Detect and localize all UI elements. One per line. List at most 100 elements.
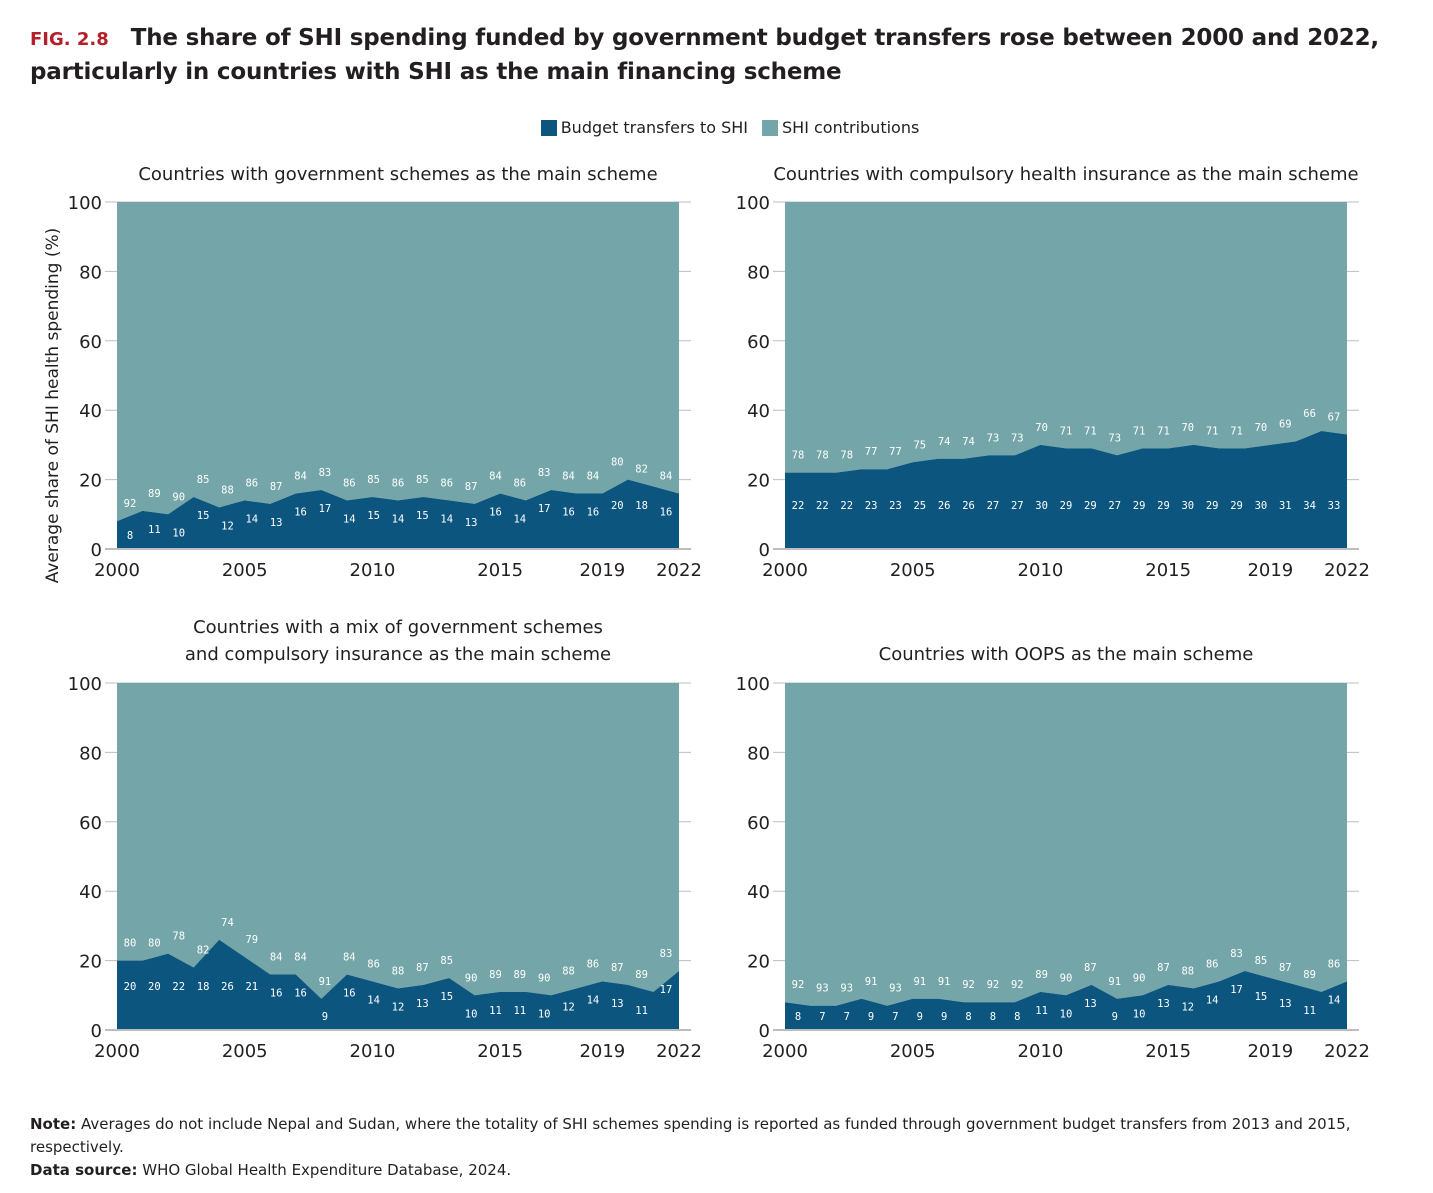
x-tick-label: 2005 [222, 560, 268, 581]
data-label-contributions: 77 [889, 446, 902, 458]
data-label-contributions: 83 [538, 467, 551, 479]
panel-title: Countries with a mix of government schem… [193, 617, 603, 638]
data-label-budget: 16 [562, 506, 575, 518]
data-label-budget: 34 [1303, 500, 1316, 512]
x-tick-label: 2019 [1247, 560, 1293, 581]
data-label-contributions: 87 [1084, 962, 1097, 974]
data-label-budget: 13 [1084, 998, 1097, 1010]
data-label-contributions: 84 [294, 951, 307, 963]
data-label-budget: 10 [1133, 1008, 1146, 1020]
x-tick-label: 2019 [579, 560, 625, 581]
legend-item-budget-transfers: Budget transfers to SHI [540, 118, 748, 137]
y-tick-label: 80 [79, 743, 102, 764]
data-label-budget: 17 [1230, 984, 1243, 996]
x-tick-label: 2019 [1247, 1041, 1293, 1062]
data-label-budget: 9 [941, 1011, 947, 1023]
data-label-budget: 26 [938, 500, 951, 512]
y-tick-label: 0 [91, 540, 102, 561]
data-label-contributions: 86 [367, 958, 380, 970]
x-tick-label: 2015 [1145, 560, 1191, 581]
data-label-budget: 11 [148, 524, 161, 536]
data-label-budget: 23 [865, 500, 878, 512]
data-label-budget: 15 [367, 510, 380, 522]
y-tick-label: 0 [759, 540, 770, 561]
data-label-budget: 8 [795, 1011, 801, 1023]
data-label-budget: 15 [1255, 991, 1268, 1003]
data-label-contributions: 92 [987, 979, 1000, 991]
data-label-contributions: 71 [1230, 425, 1243, 437]
area-budget-transfers [785, 431, 1347, 549]
data-label-contributions: 87 [1157, 962, 1170, 974]
x-tick-label: 2000 [762, 1041, 808, 1062]
data-label-contributions: 85 [367, 474, 380, 486]
y-tick-label: 60 [747, 332, 770, 353]
note: Note: Averages do not include Nepal and … [30, 1113, 1410, 1159]
data-label-contributions: 92 [792, 979, 805, 991]
data-label-budget: 9 [1112, 1011, 1118, 1023]
data-label-contributions: 85 [416, 474, 429, 486]
data-label-budget: 23 [889, 500, 902, 512]
data-label-contributions: 78 [172, 931, 185, 943]
data-label-budget: 14 [1206, 994, 1219, 1006]
data-label-budget: 26 [221, 981, 234, 993]
data-label-contributions: 86 [440, 477, 453, 489]
data-label-contributions: 90 [1133, 972, 1146, 984]
y-tick-label: 60 [79, 813, 102, 834]
data-label-contributions: 74 [938, 436, 951, 448]
data-label-budget: 12 [221, 520, 234, 532]
x-tick-label: 2022 [656, 560, 702, 581]
x-tick-label: 2010 [350, 1041, 396, 1062]
chart-panel-4: Countries with OOPS as the main scheme02… [736, 644, 1370, 1062]
x-tick-label: 2022 [1324, 1041, 1370, 1062]
data-label-contributions: 84 [562, 470, 575, 482]
data-label-contributions: 90 [172, 491, 185, 503]
data-label-contributions: 90 [1060, 972, 1073, 984]
data-label-budget: 20 [611, 500, 624, 512]
data-label-contributions: 93 [889, 983, 902, 995]
y-tick-label: 20 [79, 471, 102, 492]
source-label: Data source: [30, 1161, 138, 1179]
figure-title: FIG. 2.8 The share of SHI spending funded… [30, 22, 1420, 88]
data-label-contributions: 80 [611, 457, 624, 469]
data-label-budget: 11 [489, 1005, 502, 1017]
data-label-budget: 8 [965, 1011, 971, 1023]
legend: Budget transfers to SHI SHI contribution… [0, 118, 1433, 137]
data-label-budget: 16 [587, 506, 600, 518]
data-label-contributions: 83 [319, 467, 332, 479]
data-label-budget: 11 [635, 1005, 648, 1017]
data-label-contributions: 82 [635, 464, 648, 476]
data-label-budget: 29 [1157, 500, 1170, 512]
data-label-contributions: 84 [343, 951, 356, 963]
data-label-contributions: 93 [816, 983, 829, 995]
data-label-budget: 22 [172, 981, 185, 993]
data-label-budget: 30 [1035, 500, 1048, 512]
data-label-contributions: 71 [1133, 425, 1146, 437]
data-label-budget: 8 [990, 1011, 996, 1023]
y-tick-label: 60 [747, 813, 770, 834]
y-tick-label: 80 [747, 743, 770, 764]
data-label-contributions: 92 [1011, 979, 1024, 991]
y-tick-label: 100 [68, 674, 102, 695]
data-label-budget: 27 [987, 500, 1000, 512]
data-label-contributions: 86 [1206, 958, 1219, 970]
chart-panel-3: Countries with a mix of government schem… [68, 617, 702, 1062]
data-label-contributions: 86 [343, 477, 356, 489]
x-tick-label: 2005 [222, 1041, 268, 1062]
data-label-contributions: 87 [611, 962, 624, 974]
data-label-contributions: 91 [1108, 976, 1121, 988]
y-tick-label: 40 [79, 882, 102, 903]
data-label-contributions: 67 [1328, 411, 1341, 423]
data-label-budget: 9 [917, 1011, 923, 1023]
y-tick-label: 0 [759, 1021, 770, 1042]
data-label-contributions: 73 [1011, 432, 1024, 444]
data-label-contributions: 66 [1303, 408, 1316, 420]
data-label-contributions: 89 [1303, 969, 1316, 981]
data-label-contributions: 89 [489, 969, 502, 981]
data-label-contributions: 88 [562, 965, 575, 977]
data-label-budget: 22 [816, 500, 829, 512]
area-budget-transfers [785, 971, 1347, 1030]
data-label-budget: 9 [868, 1011, 874, 1023]
data-label-budget: 10 [172, 527, 185, 539]
data-label-contributions: 80 [124, 938, 137, 950]
